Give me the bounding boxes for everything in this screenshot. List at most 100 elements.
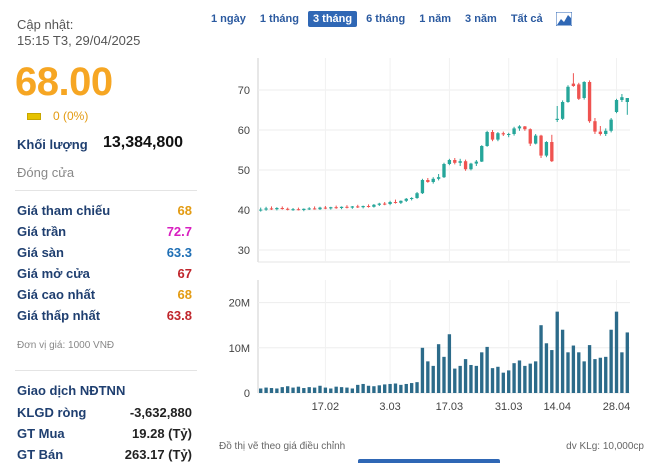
candle-body xyxy=(334,207,338,209)
volume-label: Khối lượng xyxy=(17,137,88,152)
volume-bar xyxy=(275,388,279,393)
candle-body xyxy=(593,121,597,132)
tab-1-month[interactable]: 1 tháng xyxy=(259,13,299,25)
price-row-value: 63.3 xyxy=(166,245,192,260)
price-row-floor: Giá sàn 63.3 xyxy=(17,245,192,265)
price-row-value: 68 xyxy=(177,203,192,218)
candle-body xyxy=(285,208,290,210)
candle-body xyxy=(458,161,462,163)
tab-1-year[interactable]: 1 năm xyxy=(419,13,452,25)
candle-body xyxy=(512,128,516,134)
candle-body xyxy=(275,208,279,210)
candle-body xyxy=(280,208,284,209)
volume-bar xyxy=(409,383,414,393)
volume-axis-label: 10M xyxy=(229,343,250,355)
candle-body xyxy=(463,161,468,170)
tab-3-years[interactable]: 3 năm xyxy=(465,13,497,25)
candle-body xyxy=(329,207,333,209)
volume-bar xyxy=(555,311,559,393)
volume-bar xyxy=(539,325,543,393)
volume-bar xyxy=(323,387,328,393)
volume-bar xyxy=(577,352,581,393)
candle-body xyxy=(409,198,414,199)
candle-body xyxy=(523,126,527,130)
candle-body xyxy=(302,208,306,210)
volume-bar xyxy=(436,344,441,393)
tab-3-months[interactable]: 3 tháng xyxy=(307,11,358,27)
foreign-row-buy-value: GT Mua 19.28 (Tỷ) xyxy=(17,426,192,446)
candle-body xyxy=(609,119,613,131)
candle-body xyxy=(366,206,371,207)
volume-bar xyxy=(329,388,333,393)
volume-bar xyxy=(431,365,435,393)
volume-bar xyxy=(528,363,532,393)
volume-bar xyxy=(582,361,586,393)
volume-bar xyxy=(490,368,495,393)
volume-bar xyxy=(296,386,301,393)
volume-bar xyxy=(480,352,484,393)
scroll-handle[interactable] xyxy=(358,459,500,463)
candle-body xyxy=(555,118,559,120)
candle-body xyxy=(350,206,355,208)
price-row-low: Giá thấp nhất 63.8 xyxy=(17,308,192,328)
foreign-trading-title: Giao dịch NĐTNN xyxy=(17,383,126,398)
candle-body xyxy=(544,142,549,156)
candle-body xyxy=(312,208,317,210)
foreign-row-label: GT Mua xyxy=(17,426,65,441)
current-price: 68.00 xyxy=(15,60,113,104)
volume-bar xyxy=(507,370,511,393)
candle-body xyxy=(426,180,430,182)
volume-bar xyxy=(285,386,290,393)
candle-body xyxy=(507,134,511,135)
price-axis-label: 40 xyxy=(238,205,250,217)
candle-body xyxy=(361,206,365,208)
volume-bar xyxy=(571,345,576,393)
volume-bar xyxy=(339,387,344,393)
volume-bar xyxy=(604,356,608,393)
candle-body xyxy=(598,131,603,134)
price-row-label: Giá tham chiếu xyxy=(17,203,111,218)
candle-body xyxy=(539,135,543,156)
candle-body xyxy=(377,203,381,205)
price-row-ceiling: Giá trần 72.7 xyxy=(17,224,192,244)
date-axis-label: 31.03 xyxy=(495,401,523,413)
foreign-row-label: KLGD ròng xyxy=(17,405,87,420)
candle-body xyxy=(393,202,398,203)
volume-bar xyxy=(383,384,387,393)
tab-1-day[interactable]: 1 ngày xyxy=(211,13,246,25)
volume-bar xyxy=(625,332,629,393)
candle-body xyxy=(307,208,311,210)
candle-body xyxy=(420,180,425,194)
volume-bar xyxy=(404,383,408,393)
price-axis-label: 70 xyxy=(238,85,250,97)
divider xyxy=(15,190,197,191)
volume-bar xyxy=(598,357,603,393)
volume-unit-note: dv KLg: 10,000cp xyxy=(566,441,644,452)
volume-bar xyxy=(442,356,446,393)
volume-bar xyxy=(620,352,624,393)
volume-bar xyxy=(361,383,365,393)
volume-bar xyxy=(280,387,284,393)
tab-6-months[interactable]: 6 tháng xyxy=(366,13,406,25)
volume-bar xyxy=(447,334,452,393)
candle-body xyxy=(453,160,457,163)
volume-bar xyxy=(291,387,295,393)
candle-body xyxy=(571,83,576,86)
volume-bar xyxy=(366,385,371,393)
tab-all[interactable]: Tất cả xyxy=(510,13,543,25)
candle-body xyxy=(436,177,441,179)
volume-bar xyxy=(544,343,549,393)
date-axis-label: 14.04 xyxy=(543,401,571,413)
price-row-label: Giá cao nhất xyxy=(17,287,96,302)
candle-body xyxy=(269,208,274,210)
candle-body xyxy=(587,82,592,122)
candle-body xyxy=(339,206,344,208)
candle-body xyxy=(625,98,629,102)
volume-bar xyxy=(356,384,360,393)
volume-axis-label: 0 xyxy=(244,388,250,400)
date-axis-label: 17.02 xyxy=(312,401,340,413)
foreign-row-net-volume: KLGD ròng -3,632,880 xyxy=(17,405,192,425)
price-row-value: 63.8 xyxy=(166,308,192,323)
area-chart-icon[interactable] xyxy=(555,12,572,26)
volume-bar xyxy=(587,345,592,393)
